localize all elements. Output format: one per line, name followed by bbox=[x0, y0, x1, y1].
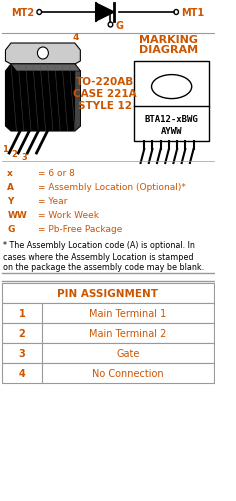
Text: = Work Week: = Work Week bbox=[38, 211, 99, 220]
Polygon shape bbox=[11, 65, 80, 72]
Bar bbox=[2, 363, 214, 383]
Bar bbox=[2, 284, 214, 304]
Bar bbox=[134, 62, 209, 142]
Text: BTA12-xBWG: BTA12-xBWG bbox=[145, 115, 198, 124]
Polygon shape bbox=[96, 4, 114, 22]
Text: = Pb-Free Package: = Pb-Free Package bbox=[38, 225, 123, 234]
Text: 1: 1 bbox=[2, 145, 8, 154]
Text: 2: 2 bbox=[19, 328, 25, 338]
Text: MARKING: MARKING bbox=[139, 35, 198, 45]
Text: DIAGRAM: DIAGRAM bbox=[139, 45, 198, 55]
Text: No Connection: No Connection bbox=[92, 368, 164, 378]
Text: 4: 4 bbox=[73, 33, 79, 42]
Ellipse shape bbox=[152, 76, 192, 99]
Text: A: A bbox=[7, 183, 14, 192]
Text: TO-220AB: TO-220AB bbox=[76, 77, 134, 87]
Text: = Assembly Location (Optional)*: = Assembly Location (Optional)* bbox=[38, 183, 186, 192]
Polygon shape bbox=[5, 65, 80, 132]
Text: 3: 3 bbox=[22, 153, 28, 162]
Polygon shape bbox=[5, 44, 80, 65]
Text: * The Assembly Location code (A) is optional. In: * The Assembly Location code (A) is opti… bbox=[3, 241, 195, 250]
Text: = Year: = Year bbox=[38, 197, 68, 206]
Text: MT2: MT2 bbox=[11, 8, 34, 18]
Text: Main Terminal 2: Main Terminal 2 bbox=[89, 328, 166, 338]
Text: on the package the assembly code may be blank.: on the package the assembly code may be … bbox=[3, 263, 204, 272]
Text: Main Terminal 1: Main Terminal 1 bbox=[89, 309, 166, 318]
Circle shape bbox=[38, 48, 48, 60]
Polygon shape bbox=[75, 65, 80, 132]
Text: STYLE 12: STYLE 12 bbox=[78, 101, 132, 111]
Text: PIN ASSIGNMENT: PIN ASSIGNMENT bbox=[57, 289, 158, 299]
Text: CASE 221A: CASE 221A bbox=[73, 89, 137, 99]
Bar bbox=[2, 304, 214, 323]
Text: 2: 2 bbox=[12, 150, 17, 159]
Text: WW: WW bbox=[7, 211, 27, 220]
Bar bbox=[2, 343, 214, 363]
Text: Gate: Gate bbox=[116, 348, 139, 358]
Bar bbox=[2, 323, 214, 343]
Text: 1: 1 bbox=[19, 309, 25, 318]
Text: Y: Y bbox=[7, 197, 14, 206]
Text: G: G bbox=[7, 225, 15, 234]
Text: cases where the Assembly Location is stamped: cases where the Assembly Location is sta… bbox=[3, 252, 193, 261]
Text: G: G bbox=[116, 21, 124, 31]
Text: 3: 3 bbox=[19, 348, 25, 358]
Text: = 6 or 8: = 6 or 8 bbox=[38, 169, 75, 178]
Text: MT1: MT1 bbox=[181, 8, 204, 18]
Text: 4: 4 bbox=[19, 368, 25, 378]
Text: x: x bbox=[7, 169, 13, 178]
Text: AYWW: AYWW bbox=[161, 127, 182, 136]
